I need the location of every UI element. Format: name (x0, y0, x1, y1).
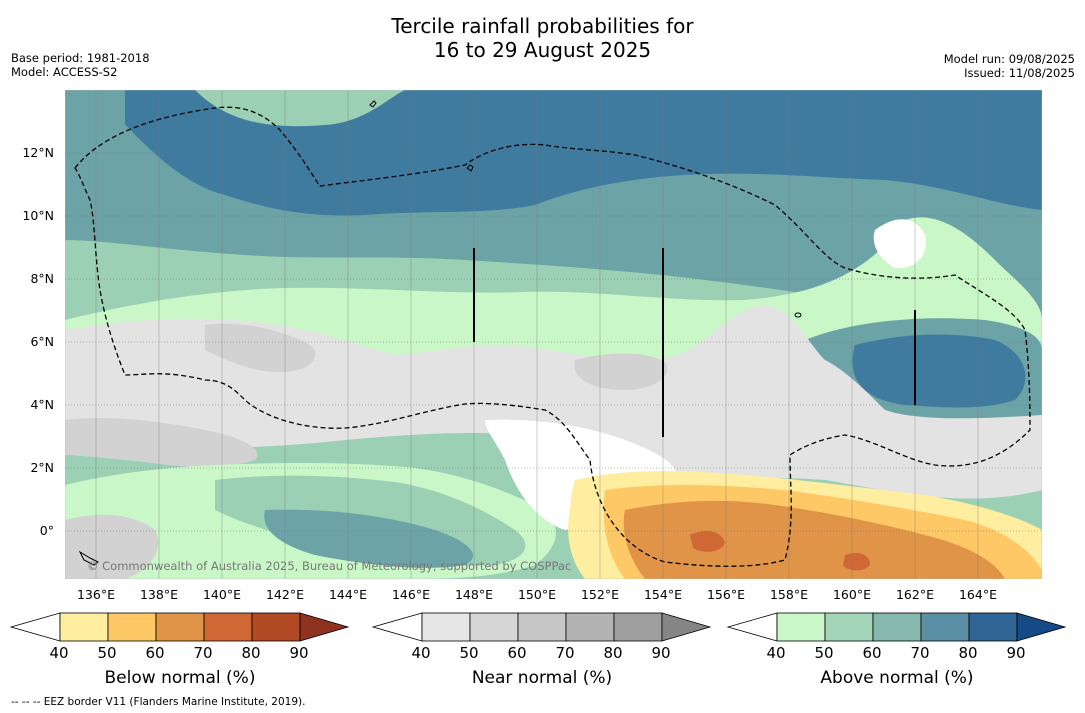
cb3-tick-50: 50 (814, 644, 834, 662)
cb2-tick-40: 40 (411, 644, 431, 662)
lon-label-148e: 148°E (454, 587, 493, 602)
lon-label-160e: 160°E (832, 587, 871, 602)
above-80-east-region (852, 334, 1026, 408)
lat-label-12n: 12°N (22, 145, 54, 160)
cb3-tick-90: 90 (1006, 644, 1026, 662)
title-line-2: 16 to 29 August 2025 (433, 38, 652, 62)
base-period-label: Base period: 1981-2018 (11, 51, 150, 65)
lon-label-164e: 164°E (958, 587, 997, 602)
cb3-title: Above normal (%) (820, 668, 974, 688)
no-signal-east (873, 219, 926, 269)
cb1-tick-60: 60 (145, 644, 165, 662)
colorbar-segment (251, 612, 301, 642)
colorbar-segment (107, 612, 157, 642)
colorbar-segment (517, 612, 567, 642)
cb2-title: Near normal (%) (471, 668, 613, 688)
lat-label-0: 0° (39, 523, 54, 538)
colorbar-segment (968, 612, 1018, 642)
colorbar-low-arrow (10, 612, 61, 642)
cb2-tick-60: 60 (507, 644, 527, 662)
colorbar-segment (469, 612, 519, 642)
title-line-1: Tercile rainfall probabilities for (391, 14, 694, 38)
copyright-text: © Commonwealth of Australia 2025, Bureau… (87, 559, 571, 573)
lon-label-152e: 152°E (580, 587, 619, 602)
above-70-west-region (65, 90, 125, 230)
above-70-south-band (264, 509, 474, 568)
footnote: -- -- -- EEZ border V11 (Flanders Marine… (11, 696, 306, 708)
below-80-patch (690, 530, 725, 552)
issued-label: Issued: 11/08/2025 (964, 66, 1075, 80)
cb2-tick-90: 90 (651, 644, 671, 662)
lon-label-140e: 140°E (202, 587, 241, 602)
cb1-tick-70: 70 (193, 644, 213, 662)
lat-label-8n: 8°N (30, 271, 54, 286)
eez-border (74, 106, 1031, 567)
cb1-tick-80: 80 (241, 644, 261, 662)
lon-label-144e: 144°E (328, 587, 367, 602)
cb1-tick-50: 50 (97, 644, 117, 662)
colorbar-below-normal (10, 612, 350, 642)
lon-label-162e: 162°E (895, 587, 934, 602)
lon-label-156e: 156°E (706, 587, 745, 602)
meta-left: Base period: 1981-2018 Model: ACCESS-S2 (11, 51, 150, 79)
cb3-tick-60: 60 (862, 644, 882, 662)
above-60-north-patch (65, 90, 405, 127)
boundary-lines (473, 248, 916, 437)
colorbar-segment (203, 612, 253, 642)
cb2-tick-50: 50 (459, 644, 479, 662)
near-60-patch-west (205, 323, 316, 373)
colorbar-segment (421, 612, 471, 642)
colorbar-segment (59, 612, 109, 642)
cb2-tick-70: 70 (555, 644, 575, 662)
cb1-tick-90: 90 (289, 644, 309, 662)
colorbar-near-normal (372, 612, 712, 642)
colorbar-high-arrow (1016, 612, 1067, 642)
cb1-title: Below normal (%) (104, 668, 256, 688)
colorbar-low-arrow (372, 612, 423, 642)
colorbar-segment (613, 612, 663, 642)
lon-label-146e: 146°E (391, 587, 430, 602)
colorbar-segment (824, 612, 874, 642)
lon-label-154e: 154°E (643, 587, 682, 602)
lon-label-142e: 142°E (265, 587, 304, 602)
colorbar-low-arrow (727, 612, 778, 642)
lat-label-10n: 10°N (22, 208, 54, 223)
colorbar-segment (565, 612, 615, 642)
colorbar-high-arrow (299, 612, 350, 642)
lon-label-150e: 150°E (517, 587, 556, 602)
near-60-patch-center (574, 353, 668, 390)
below-80-patch-east (843, 553, 870, 571)
probability-map: © Commonwealth of Australia 2025, Bureau… (65, 90, 1042, 579)
below-70-region (623, 500, 1005, 579)
lon-label-158e: 158°E (769, 587, 808, 602)
colorbar-above-normal (727, 612, 1067, 642)
cb2-tick-80: 80 (603, 644, 623, 662)
near-60-patch-southwest (65, 418, 258, 467)
islands (78, 100, 802, 566)
colorbar-high-arrow (661, 612, 712, 642)
lat-label-2n: 2°N (30, 460, 54, 475)
map-gridlines (65, 152, 1042, 532)
chart-title: Tercile rainfall probabilities for 16 to… (0, 14, 1085, 62)
colorbar-segment (776, 612, 826, 642)
cb3-tick-40: 40 (766, 644, 786, 662)
model-run-label: Model run: 09/08/2025 (943, 52, 1075, 66)
colorbar-segment (155, 612, 205, 642)
cb1-tick-40: 40 (49, 644, 69, 662)
lat-label-4n: 4°N (30, 397, 54, 412)
cb3-tick-80: 80 (958, 644, 978, 662)
colorbar-segment (872, 612, 922, 642)
lon-label-136e: 136°E (76, 587, 115, 602)
colorbar-segment (920, 612, 970, 642)
lat-label-6n: 6°N (30, 334, 54, 349)
model-label: Model: ACCESS-S2 (11, 65, 118, 79)
lon-label-138e: 138°E (139, 587, 178, 602)
cb3-tick-70: 70 (910, 644, 930, 662)
meta-right: Model run: 09/08/2025 Issued: 11/08/2025 (944, 52, 1075, 80)
